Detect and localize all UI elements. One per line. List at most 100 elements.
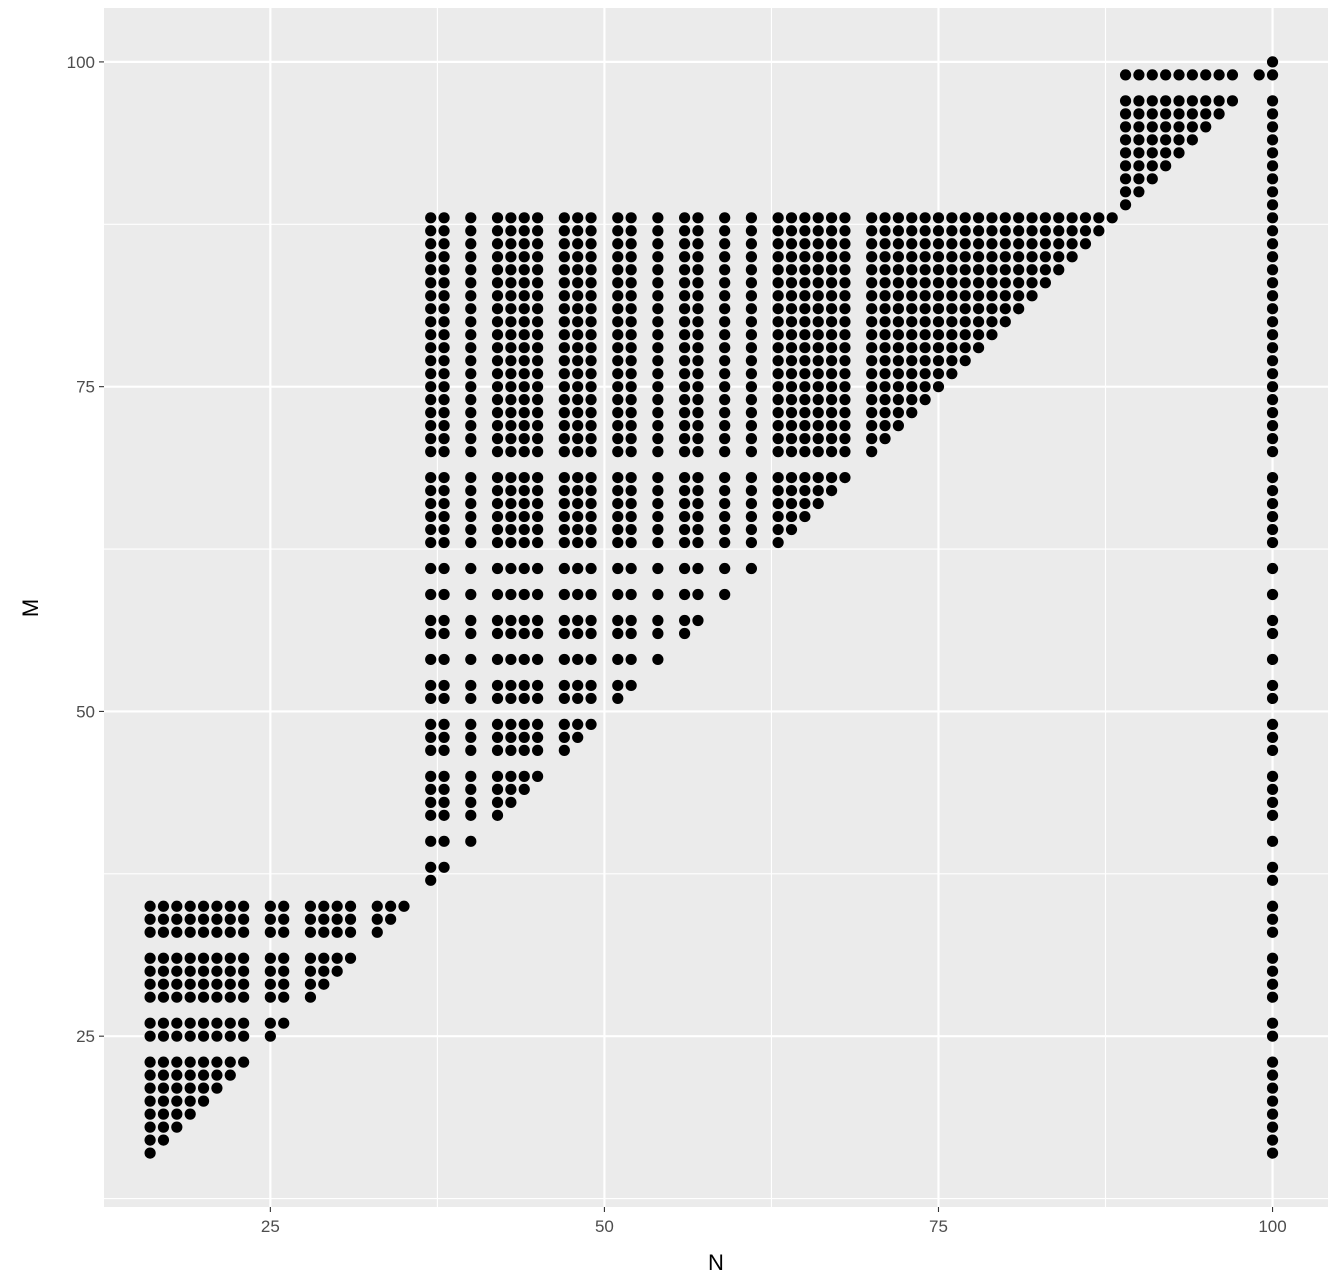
data-point bbox=[238, 900, 250, 912]
data-point bbox=[532, 692, 544, 705]
data-point bbox=[144, 1108, 156, 1120]
data-point bbox=[839, 394, 851, 406]
data-point bbox=[157, 1069, 170, 1081]
data-point bbox=[1266, 199, 1279, 211]
data-point bbox=[1266, 653, 1279, 666]
data-point bbox=[184, 991, 196, 1003]
data-point bbox=[572, 342, 584, 354]
data-point bbox=[1119, 69, 1132, 81]
data-point bbox=[999, 212, 1011, 224]
data-point bbox=[425, 368, 437, 380]
data-point bbox=[505, 731, 517, 744]
data-point bbox=[986, 251, 998, 263]
data-point bbox=[1200, 108, 1212, 120]
data-point bbox=[518, 614, 530, 627]
data-point bbox=[1173, 134, 1185, 146]
data-point bbox=[892, 212, 904, 224]
data-point bbox=[999, 277, 1011, 289]
data-point bbox=[785, 251, 798, 263]
data-point bbox=[866, 238, 878, 250]
data-point bbox=[518, 510, 530, 523]
data-point bbox=[1079, 238, 1092, 250]
y-tick-label: 25 bbox=[76, 1027, 95, 1046]
data-point bbox=[719, 251, 731, 263]
data-point bbox=[505, 510, 517, 523]
data-point bbox=[197, 1056, 210, 1068]
data-point bbox=[1266, 497, 1279, 510]
data-point bbox=[1053, 238, 1065, 250]
data-point bbox=[304, 900, 317, 912]
data-point bbox=[1146, 147, 1158, 159]
data-point bbox=[678, 277, 691, 289]
data-point bbox=[211, 1017, 223, 1029]
data-point bbox=[532, 731, 544, 744]
data-point bbox=[625, 484, 637, 497]
data-point bbox=[772, 471, 784, 484]
data-point bbox=[719, 562, 731, 575]
data-point bbox=[505, 523, 517, 536]
data-point bbox=[171, 1108, 183, 1120]
data-point bbox=[425, 783, 437, 795]
data-point bbox=[585, 433, 597, 445]
data-point bbox=[505, 303, 517, 315]
data-point bbox=[224, 926, 236, 938]
data-point bbox=[799, 446, 811, 458]
data-point bbox=[625, 588, 637, 601]
data-point bbox=[558, 316, 570, 328]
data-point bbox=[892, 251, 904, 263]
data-point bbox=[999, 238, 1011, 250]
data-point bbox=[745, 523, 758, 536]
data-point bbox=[919, 394, 931, 406]
data-point bbox=[785, 523, 798, 536]
data-point bbox=[1146, 160, 1158, 172]
data-points bbox=[144, 56, 1279, 1159]
data-point bbox=[1026, 238, 1038, 250]
data-point bbox=[652, 381, 664, 393]
data-point bbox=[625, 290, 637, 302]
data-point bbox=[932, 342, 945, 354]
data-point bbox=[585, 394, 597, 406]
data-point bbox=[785, 290, 798, 302]
data-point bbox=[866, 290, 878, 302]
data-point bbox=[986, 303, 998, 315]
data-point bbox=[825, 329, 838, 341]
data-point bbox=[719, 523, 731, 536]
data-point bbox=[1079, 225, 1092, 237]
data-point bbox=[197, 1082, 210, 1094]
data-point bbox=[518, 536, 530, 549]
data-point bbox=[572, 238, 584, 250]
data-point bbox=[425, 381, 437, 393]
data-point bbox=[812, 433, 824, 445]
data-point bbox=[625, 523, 637, 536]
data-point bbox=[184, 900, 196, 912]
data-point bbox=[1266, 770, 1279, 782]
data-point bbox=[692, 433, 704, 445]
data-point bbox=[866, 355, 878, 367]
data-point bbox=[972, 277, 985, 289]
data-point bbox=[278, 991, 290, 1003]
data-point bbox=[1146, 173, 1158, 185]
data-point bbox=[425, 446, 437, 458]
data-point bbox=[772, 394, 784, 406]
data-point bbox=[438, 809, 450, 821]
data-point bbox=[505, 329, 517, 341]
data-point bbox=[785, 355, 798, 367]
data-point bbox=[1266, 173, 1279, 185]
data-point bbox=[331, 926, 343, 938]
data-point bbox=[612, 381, 624, 393]
data-point bbox=[986, 225, 998, 237]
data-point bbox=[238, 991, 250, 1003]
data-point bbox=[1160, 121, 1172, 133]
data-point bbox=[465, 835, 477, 847]
data-point bbox=[906, 251, 918, 263]
data-point bbox=[518, 692, 530, 705]
data-point bbox=[919, 225, 931, 237]
data-point bbox=[211, 965, 223, 977]
data-point bbox=[438, 238, 450, 250]
data-point bbox=[184, 978, 196, 990]
data-point bbox=[157, 913, 170, 925]
data-point bbox=[438, 433, 450, 445]
data-point bbox=[1266, 835, 1279, 847]
data-point bbox=[465, 212, 477, 224]
data-point bbox=[612, 510, 624, 523]
